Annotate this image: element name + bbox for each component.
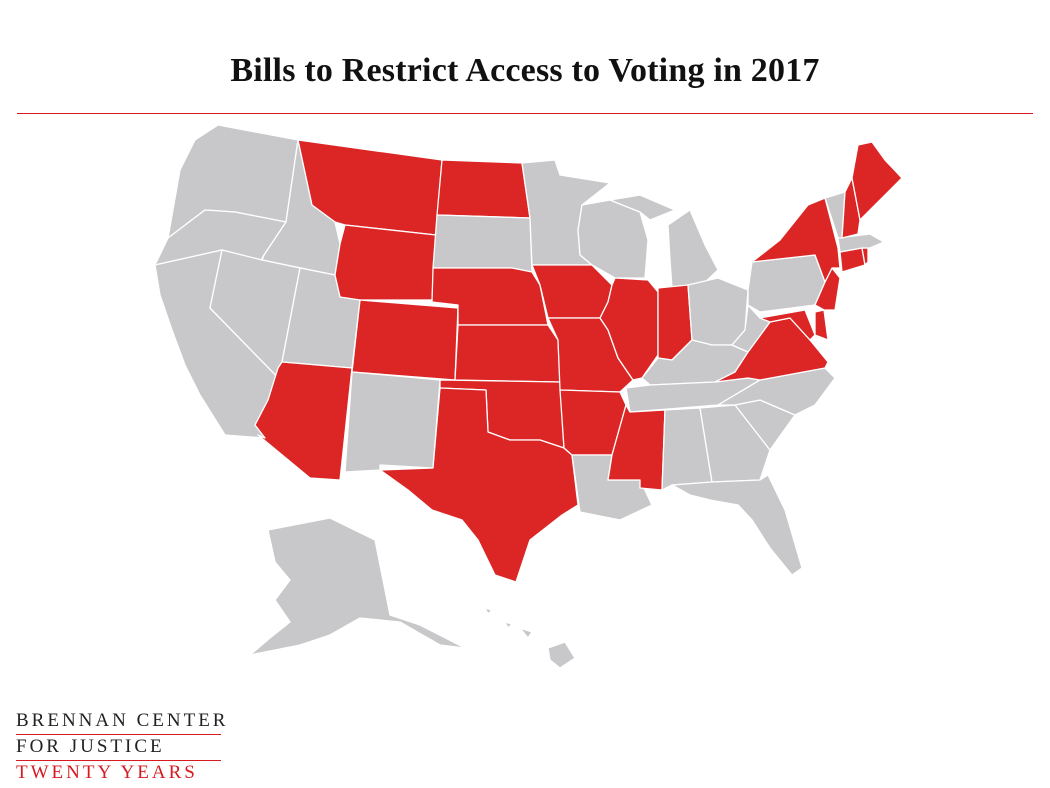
state-arizona [254,361,353,481]
state-new-york [751,197,841,283]
state-delaware [814,309,829,341]
state-maine [851,141,903,221]
state-illinois [599,277,659,381]
logo-line-1: BRENNAN CENTER [16,710,225,735]
state-florida [671,474,803,576]
state-ohio [687,277,749,346]
state-hawaii [484,607,576,669]
state-michigan [609,194,719,289]
state-alaska [249,517,466,656]
title-divider [17,113,1033,114]
logo-line-2: FOR JUSTICE [16,736,221,761]
state-north-dakota [436,159,531,219]
state-new-hampshire [841,177,861,239]
map-title: Bills to Restrict Access to Voting in 20… [230,52,820,89]
state-new-mexico [344,371,441,473]
state-colorado [351,299,459,381]
state-pennsylvania [747,254,826,313]
brennan-center-logo: BRENNAN CENTER FOR JUSTICE TWENTY YEARS [16,710,225,784]
state-massachusetts [837,233,885,253]
state-texas [379,387,579,583]
state-south-dakota [432,214,533,273]
state-wyoming [334,224,437,301]
state-kansas [454,324,561,383]
state-maryland [759,309,816,341]
logo-line-3: TWENTY YEARS [16,762,198,783]
